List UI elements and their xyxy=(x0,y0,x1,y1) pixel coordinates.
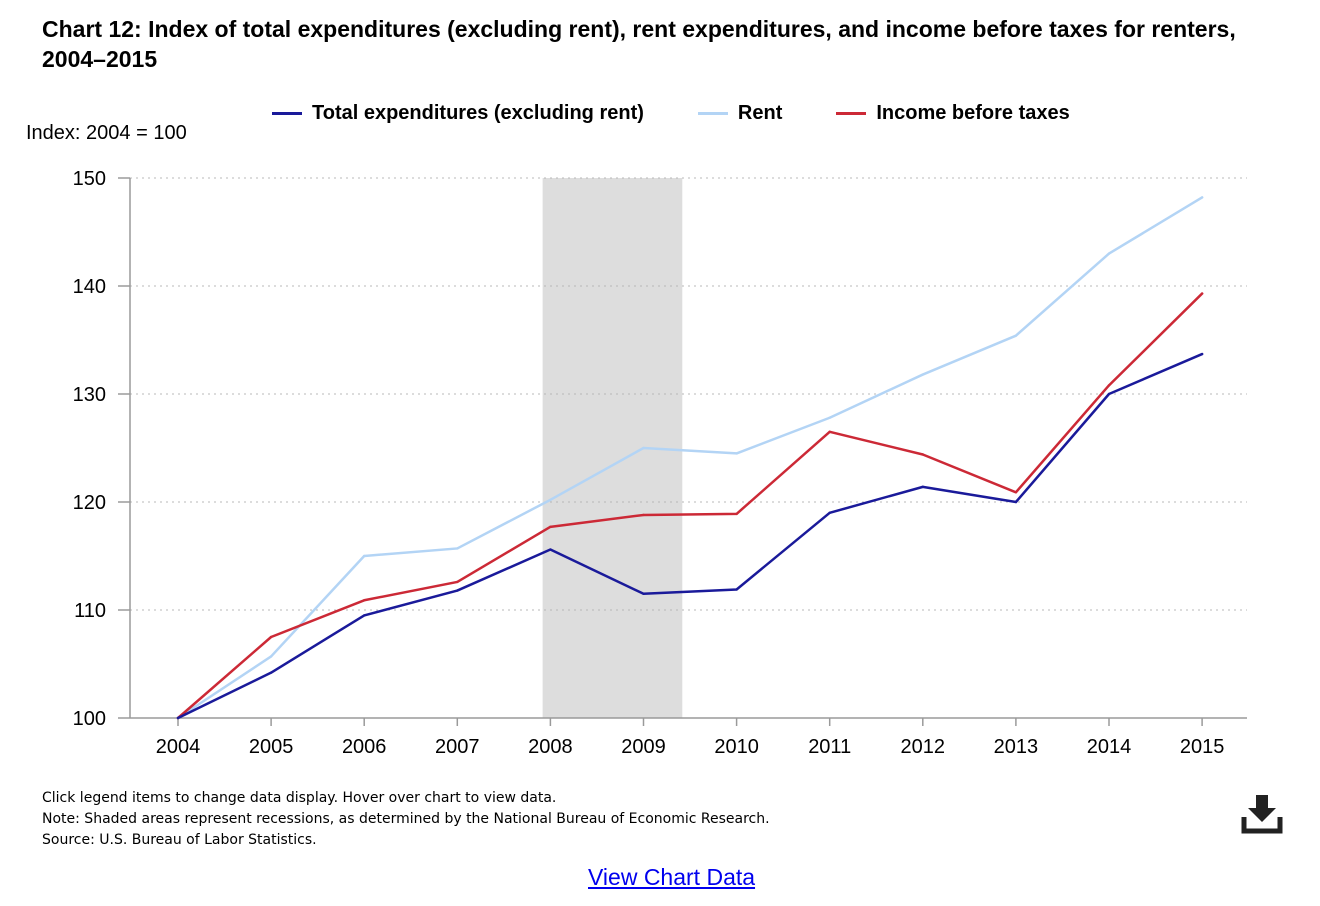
data-point-total-expenditures-excluding-rent-2005 xyxy=(269,671,273,674)
x-tick-label-2013: 2013 xyxy=(994,736,1039,758)
data-point-income-before-taxes-2006 xyxy=(363,599,366,602)
x-tick-label-2011: 2011 xyxy=(808,736,851,758)
data-point-income-before-taxes-2008 xyxy=(549,525,552,529)
data-point-total-expenditures-excluding-rent-2008 xyxy=(549,548,552,551)
legend-item-rent[interactable]: Rent xyxy=(697,101,783,125)
data-point-income-before-taxes-2012 xyxy=(921,453,924,456)
legend-label-income: Income before taxes xyxy=(876,101,1070,124)
data-point-total-expenditures-excluding-rent-2007 xyxy=(456,589,459,592)
y-axis-unit-label: Index: 2004 = 100 xyxy=(26,122,187,144)
data-point-income-before-taxes-2005 xyxy=(269,635,273,639)
chart-plot[interactable]: 100 110 120 130 140 150 2004 2005 2006 2007 2008 20… xyxy=(0,160,1320,780)
y-tick-label-150: 150 xyxy=(73,168,106,190)
data-point-rent-2014 xyxy=(1107,252,1111,255)
legend: Total expenditures (excluding rent) Rent… xyxy=(272,100,1124,126)
data-point-total-expenditures-excluding-rent-2011 xyxy=(828,511,831,514)
series-line-income-before-taxes xyxy=(176,292,1204,720)
chart-notes: Click legend items to change data displa… xyxy=(42,788,770,851)
x-tick-label-2006: 2006 xyxy=(342,736,387,758)
data-point-rent-2012 xyxy=(921,373,924,376)
data-point-total-expenditures-excluding-rent-2013 xyxy=(1014,500,1018,504)
data-point-total-expenditures-excluding-rent-2010 xyxy=(735,588,738,591)
data-point-rent-2013 xyxy=(1014,334,1018,337)
series-line-total-expenditures-excluding-rent xyxy=(176,352,1204,720)
download-icon[interactable] xyxy=(1240,793,1284,835)
x-tick-label-2005: 2005 xyxy=(249,736,294,758)
legend-label-total-expenditures: Total expenditures (excluding rent) xyxy=(312,101,644,124)
series-lines xyxy=(176,196,1204,720)
x-tick-label-2015: 2015 xyxy=(1180,736,1225,758)
source-note: Source: U.S. Bureau of Labor Statistics. xyxy=(42,832,317,848)
legend-label-rent: Rent xyxy=(737,101,783,124)
chart-title: Chart 12: Index of total expenditures (e… xyxy=(42,16,1236,72)
axes xyxy=(118,177,1247,726)
y-tick-label-140: 140 xyxy=(73,276,106,298)
data-point-income-before-taxes-2011 xyxy=(828,430,831,433)
x-tick-label-2014: 2014 xyxy=(1087,736,1132,758)
data-point-total-expenditures-excluding-rent-2015 xyxy=(1200,352,1204,356)
data-point-rent-2009 xyxy=(642,446,645,450)
legend-swatch-total-expenditures xyxy=(272,111,302,115)
legend-item-total-expenditures[interactable]: Total expenditures (excluding rent) xyxy=(272,102,644,125)
data-point-rent-2008 xyxy=(549,498,552,502)
x-tick-label-2004: 2004 xyxy=(156,736,201,758)
x-tick-label-2007: 2007 xyxy=(435,736,480,758)
legend-item-income[interactable]: Income before taxes xyxy=(836,101,1070,125)
data-point-rent-2006 xyxy=(363,554,366,558)
instruction-note: Click legend items to change data displa… xyxy=(42,790,557,806)
x-tick-label-2009: 2009 xyxy=(621,736,666,758)
view-chart-data-link[interactable]: View Chart Data xyxy=(588,864,756,890)
y-tick-label-110: 110 xyxy=(74,600,106,622)
data-point-total-expenditures-excluding-rent-2012 xyxy=(921,485,924,489)
data-point-rent-2010 xyxy=(735,452,738,455)
data-point-total-expenditures-excluding-rent-2009 xyxy=(642,592,645,595)
x-tick-label-2010: 2010 xyxy=(714,736,759,758)
data-point-rent-2011 xyxy=(828,416,831,419)
x-tick-label-2012: 2012 xyxy=(901,736,946,758)
data-point-rent-2015 xyxy=(1200,196,1204,199)
tick-labels: 100 110 120 130 140 150 2004 2005 2006 2007 2008 20… xyxy=(73,168,1225,758)
x-tick-label-2008: 2008 xyxy=(528,736,573,758)
data-point-income-before-taxes-2014 xyxy=(1107,384,1111,387)
y-tick-label-120: 120 xyxy=(73,492,106,514)
data-point-total-expenditures-excluding-rent-2014 xyxy=(1107,392,1111,396)
data-point-income-before-taxes-2013 xyxy=(1014,491,1018,494)
data-point-income-before-taxes-2010 xyxy=(735,512,738,516)
legend-swatch-rent xyxy=(697,111,728,115)
data-point-total-expenditures-excluding-rent-2006 xyxy=(363,614,366,617)
data-point-rent-2007 xyxy=(456,547,459,550)
data-point-income-before-taxes-2009 xyxy=(642,513,645,517)
data-point-income-before-taxes-2015 xyxy=(1200,292,1204,295)
legend-swatch-income xyxy=(836,111,867,115)
data-point-total-expenditures-excluding-rent-2004 xyxy=(176,716,180,720)
recession-note: Note: Shaded areas represent recessions,… xyxy=(42,811,770,827)
series-line-rent xyxy=(176,196,1204,720)
data-point-rent-2005 xyxy=(269,655,273,658)
data-point-income-before-taxes-2007 xyxy=(456,580,459,584)
gridlines xyxy=(130,177,1247,611)
y-tick-label-130: 130 xyxy=(73,384,106,406)
y-tick-label-100: 100 xyxy=(73,708,106,730)
